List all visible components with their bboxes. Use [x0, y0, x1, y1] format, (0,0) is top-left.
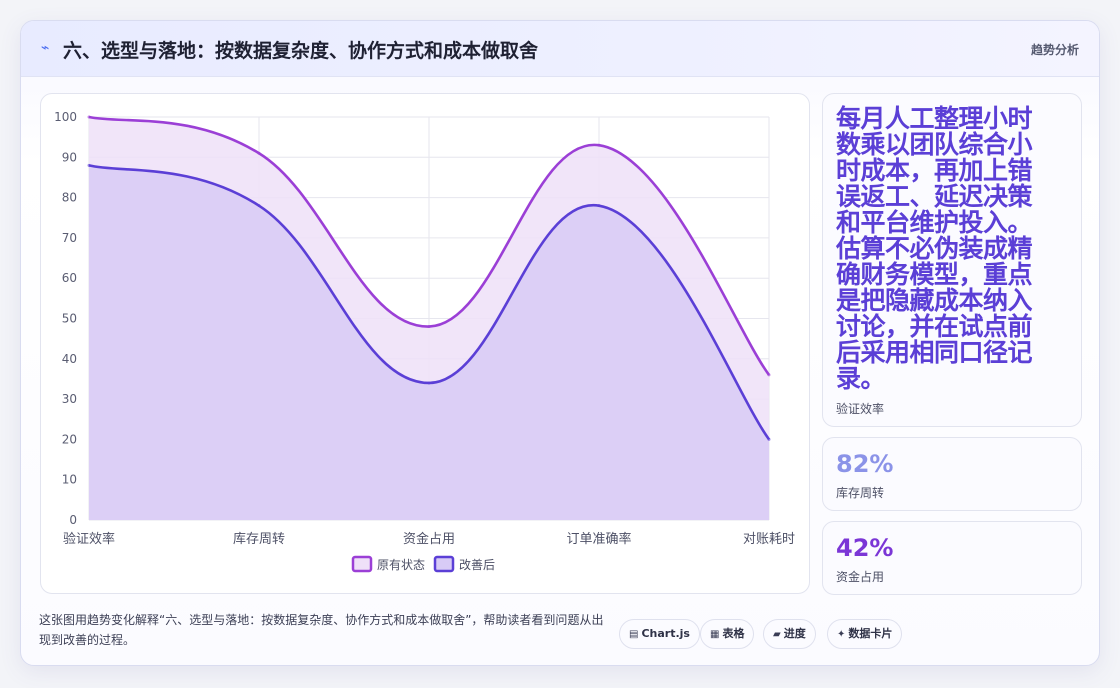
data-point — [767, 373, 771, 377]
chip-label: 数据卡片 — [848, 627, 893, 640]
chart-panel: 0 10 20 30 40 50 60 70 80 90 100 验证效率 库存周转 资金占用 订单准确率 对… — [40, 93, 810, 594]
stat-card-2: 82% 库存周转 — [822, 437, 1082, 511]
trend-analysis-link[interactable]: 趋势分析 — [1030, 43, 1079, 57]
legend-label-1: 原有状态 — [377, 558, 425, 572]
table-icon: ▦ — [710, 629, 720, 640]
data-point — [257, 151, 261, 155]
chart-icon: ▤ — [629, 629, 639, 640]
stat-card-1: 每月人工整理小时数乘以团队综合小时成本，再加上错误返工、延迟决策和平台维护投入。… — [822, 93, 1082, 427]
stat-card-3: 42% 资金占用 — [822, 521, 1082, 595]
x-tick-label: 验证效率 — [63, 531, 115, 547]
chip-label: Chart.js — [641, 627, 690, 640]
y-tick-label: 0 — [69, 513, 77, 527]
y-tick-label: 20 — [62, 432, 77, 446]
y-tick-label: 90 — [62, 150, 77, 164]
y-tick-label: 50 — [62, 312, 77, 326]
sparkle-icon: ✦ — [837, 629, 846, 640]
card-header: ⌁ 六、选型与落地：按数据复杂度、协作方式和成本做取舍 趋势分析 — [21, 21, 1099, 77]
data-point — [597, 143, 601, 147]
series-line-1 — [88, 115, 771, 376]
stat-label: 库存周转 — [836, 486, 885, 500]
chip-progress[interactable]: ▰ 进度 — [763, 619, 816, 649]
area-chart: 0 10 20 30 40 50 60 70 80 90 100 验证效率 库存周转 资金占用 订单准确率 对… — [54, 110, 795, 573]
chip-table[interactable]: ▦ 表格 — [700, 619, 755, 649]
chip-data-card[interactable]: ✦ 数据卡片 — [827, 619, 903, 649]
data-point — [257, 204, 261, 208]
stat-value: 42% — [836, 534, 894, 562]
stat-value: 82% — [836, 450, 894, 478]
progress-icon: ▰ — [773, 629, 781, 640]
x-tick-label: 资金占用 — [403, 531, 455, 547]
stat-value: 每月人工整理小时数乘以团队综合小时成本，再加上错误返工、延迟决策和平台维护投入。… — [836, 104, 1033, 393]
chip-label: 进度 — [783, 627, 806, 640]
y-tick-label: 30 — [62, 392, 77, 406]
chip-label: 表格 — [722, 627, 745, 640]
series-line-2 — [88, 164, 771, 441]
y-tick-label: 40 — [62, 352, 77, 366]
x-tick-label: 库存周转 — [233, 531, 285, 547]
y-tick-label: 10 — [62, 473, 77, 487]
legend-label-2: 改善后 — [459, 557, 495, 572]
series-area-2 — [89, 165, 769, 521]
y-tick-label: 60 — [62, 271, 77, 285]
data-point — [427, 325, 431, 329]
x-tick-label: 订单准确率 — [566, 531, 631, 547]
data-point — [87, 163, 91, 167]
stat-label: 验证效率 — [836, 402, 885, 416]
data-point — [87, 115, 91, 119]
y-tick-label: 100 — [54, 110, 77, 124]
data-point — [427, 381, 431, 385]
page-title: 六、选型与落地：按数据复杂度、协作方式和成本做取舍 — [63, 40, 539, 62]
legend-swatch-1 — [351, 555, 373, 573]
y-tick-label: 70 — [62, 231, 77, 245]
legend-swatch-2 — [433, 555, 455, 573]
x-tick-label: 对账耗时 — [743, 532, 795, 547]
chip-chartjs[interactable]: ▤ Chart.js — [619, 619, 700, 649]
chart-description: 这张图用趋势变化解释“六、选型与落地：按数据复杂度、协作方式和成本做取舍”，帮助… — [39, 613, 604, 647]
y-tick-label: 80 — [62, 191, 77, 205]
stat-label: 资金占用 — [836, 570, 885, 584]
data-point — [767, 437, 771, 441]
report-card: ⌁ 六、选型与落地：按数据复杂度、协作方式和成本做取舍 趋势分析 0 10 20 30… — [20, 20, 1100, 666]
trend-icon: ⌁ — [41, 40, 50, 56]
data-point — [597, 204, 601, 208]
